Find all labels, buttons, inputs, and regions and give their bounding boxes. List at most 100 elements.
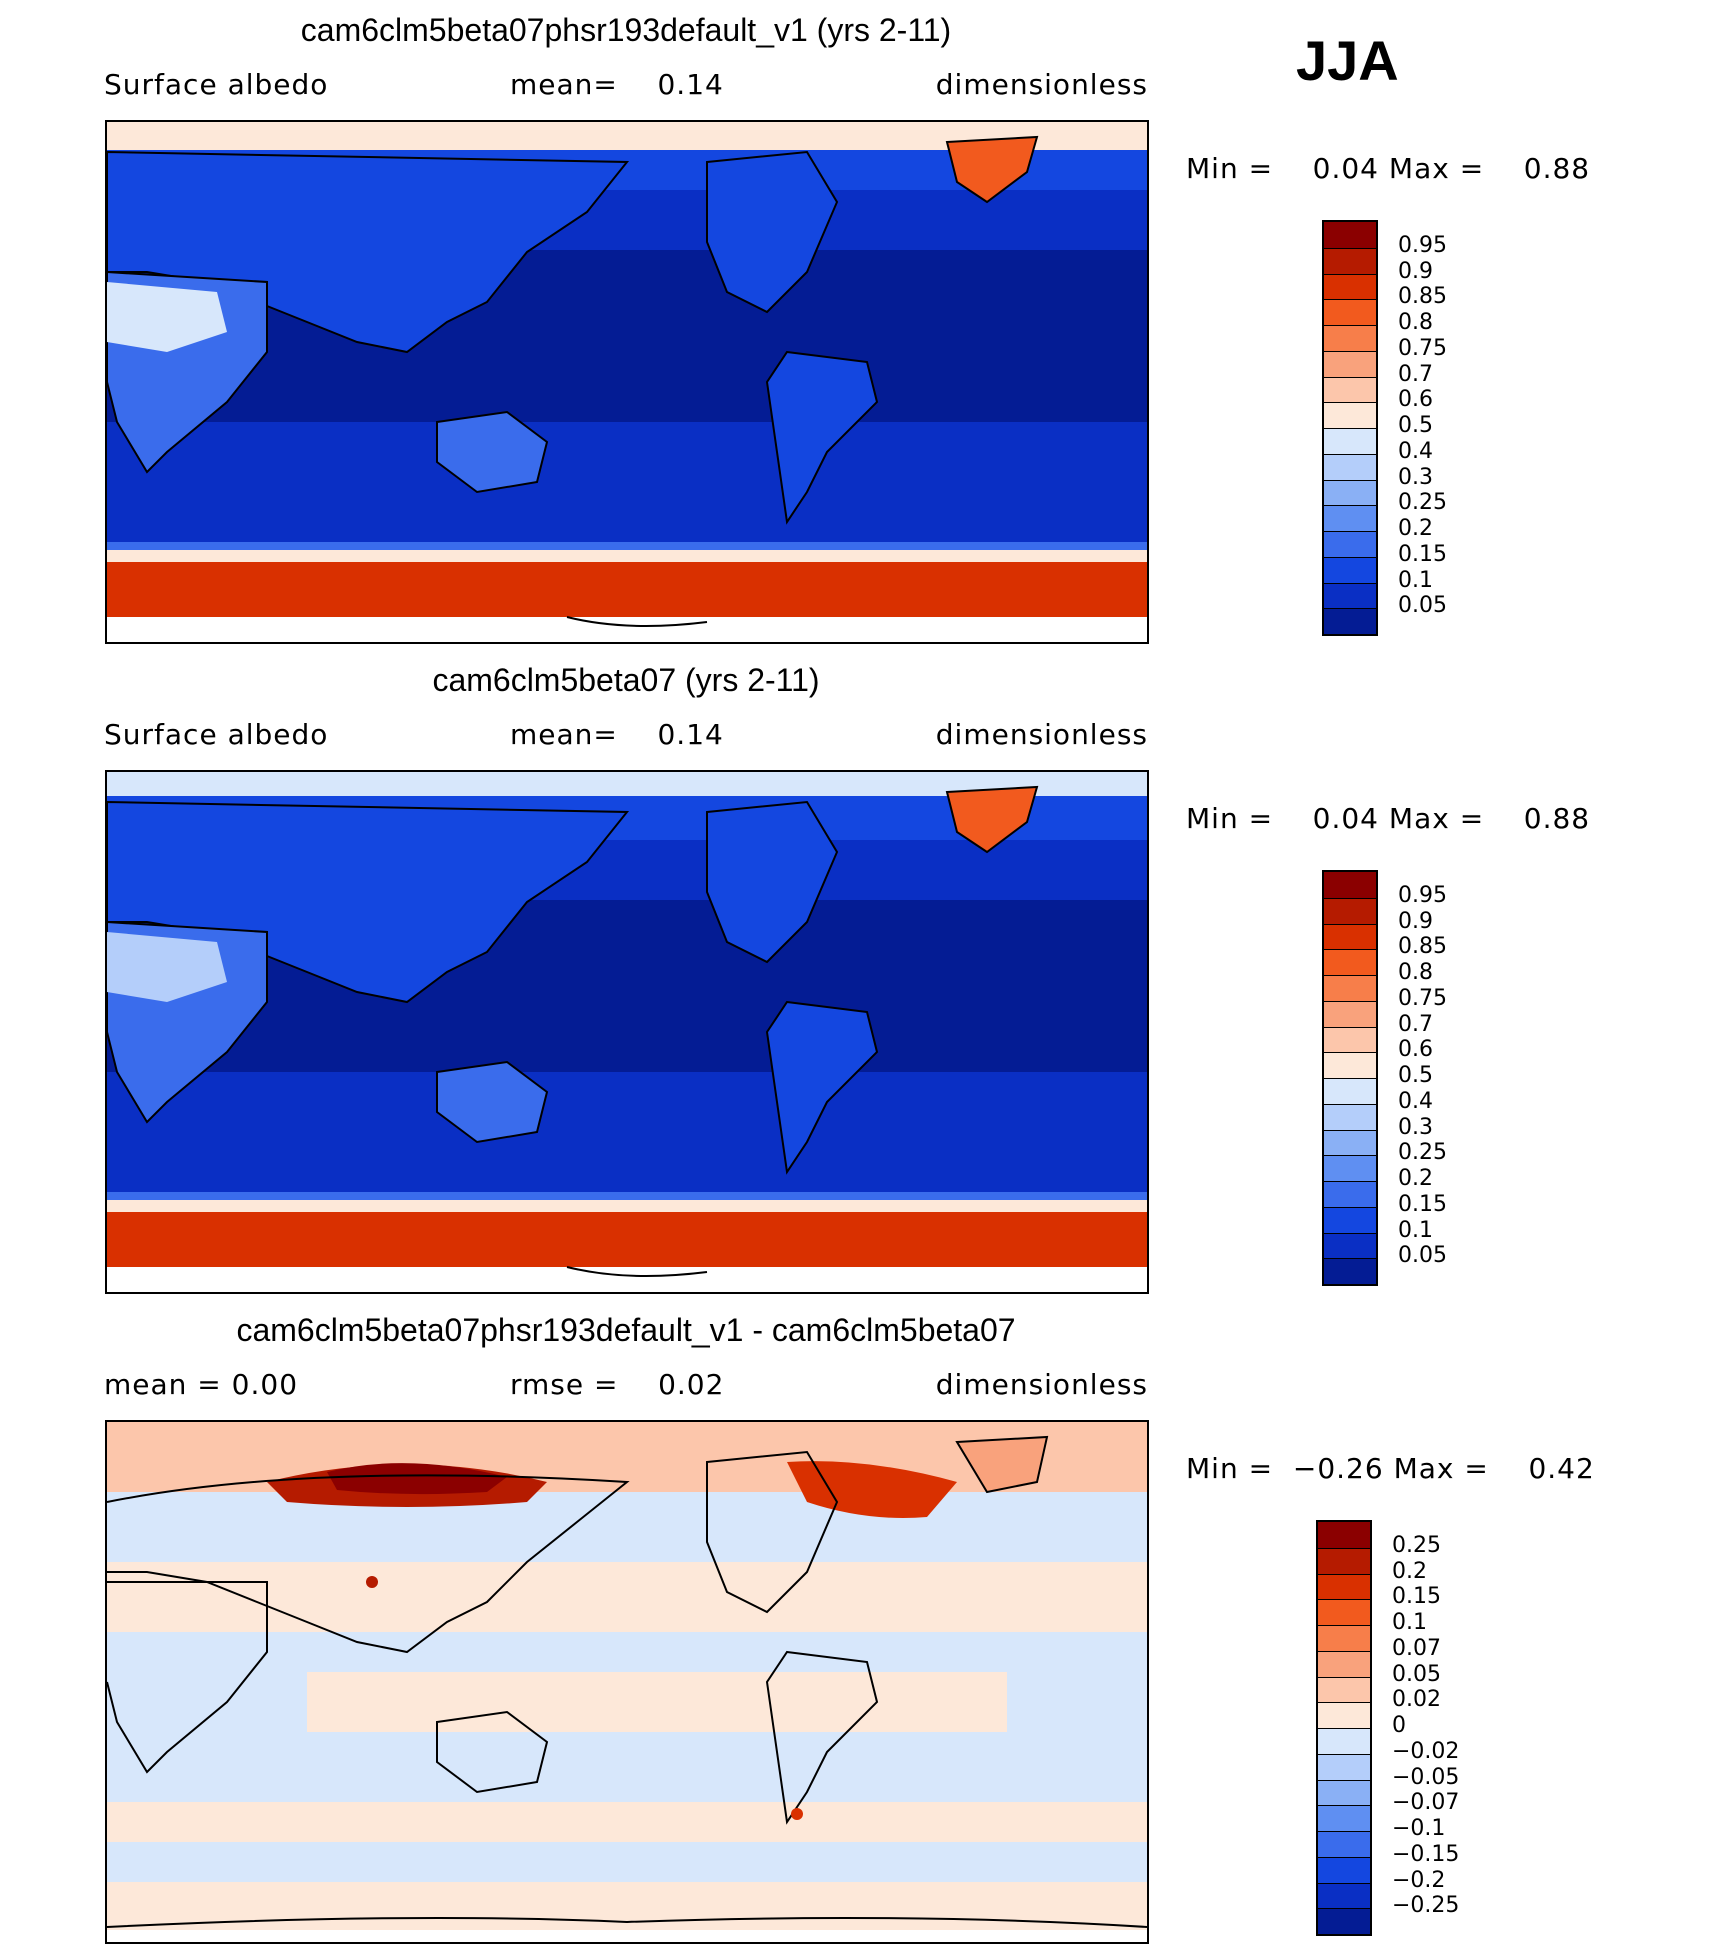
panel-3-map — [105, 1420, 1149, 1944]
colorbar-swatch — [1318, 1676, 1370, 1703]
colorbar-swatch — [1324, 299, 1376, 325]
colorbar-tick-label: 0.6 — [1398, 1037, 1433, 1063]
colorbar-swatch — [1324, 222, 1376, 248]
panel-1-title: cam6clm5beta07phsr193default_v1 (yrs 2-1… — [300, 12, 952, 48]
panel-2-max-value: 0.88 — [1523, 802, 1591, 835]
panel-3-units: dimensionless — [935, 1368, 1148, 1401]
colorbar-swatch — [1324, 402, 1376, 428]
panel-3-title: cam6clm5beta07phsr193default_v1 - cam6cl… — [236, 1312, 1016, 1348]
panel-1-min-value: 0.04 — [1312, 152, 1379, 185]
panel-2-mean-value: 0.14 — [657, 718, 724, 751]
colorbar-swatch — [1318, 1779, 1370, 1806]
colorbar-swatch — [1324, 1000, 1376, 1027]
panel-1-max-label: Max = — [1388, 152, 1485, 185]
colorbar-swatch — [1324, 428, 1376, 454]
panel-2-title: cam6clm5beta07 (yrs 2-11) — [432, 662, 820, 698]
panel-3-map-svg — [107, 1422, 1147, 1942]
colorbar-tick-label: −0.07 — [1392, 1790, 1460, 1816]
colorbar-swatch — [1324, 350, 1376, 377]
colorbar-tick-label: 0.25 — [1398, 490, 1447, 516]
colorbar-tick-label: 0.2 — [1398, 516, 1433, 541]
colorbar-swatch — [1318, 1522, 1370, 1548]
colorbar-swatch — [1318, 1753, 1370, 1780]
colorbar-swatch — [1324, 582, 1376, 609]
colorbar-tick-label: 0.4 — [1398, 438, 1433, 464]
colorbar-tick-label: 0.25 — [1392, 1532, 1441, 1558]
panel-3-minmax: Min = −0.26 Max = 0.42 — [1186, 1452, 1595, 1485]
colorbar-swatch — [1324, 1232, 1376, 1259]
colorbar-tick-label: 0.05 — [1398, 1243, 1447, 1269]
colorbar-swatches — [1322, 870, 1378, 1286]
colorbar-tick-label: 0.15 — [1398, 541, 1447, 567]
colorbar-tick-label: 0.1 — [1398, 1217, 1433, 1243]
panel-3-min-label: Min = — [1186, 1452, 1274, 1485]
colorbar-swatch — [1318, 1547, 1370, 1574]
panel-1-variable-label: Surface albedo — [104, 68, 329, 101]
colorbar-swatches — [1322, 220, 1378, 636]
colorbar-tick-label: 0.07 — [1392, 1635, 1441, 1661]
colorbar-swatch — [1324, 556, 1376, 583]
colorbar-tick-label: 0.02 — [1392, 1687, 1441, 1713]
colorbar-swatch — [1324, 1103, 1376, 1130]
colorbar-swatch — [1324, 1129, 1376, 1156]
colorbar-swatch — [1318, 1702, 1370, 1728]
panel-1-minmax: Min = 0.04 Max = 0.88 — [1186, 152, 1590, 185]
colorbar-tick-label: 0.7 — [1398, 1011, 1433, 1037]
colorbar-swatch — [1318, 1625, 1370, 1651]
panel-1-mean-value: 0.14 — [657, 68, 724, 101]
colorbar-swatch — [1318, 1599, 1370, 1625]
colorbar-tick-label: 0.3 — [1398, 1114, 1433, 1140]
colorbar-swatch — [1324, 1181, 1376, 1207]
colorbar-tick-label: 0.3 — [1398, 464, 1433, 490]
colorbar-swatch — [1324, 608, 1376, 634]
colorbar-tick-label: 0.8 — [1398, 310, 1433, 335]
colorbar-tick-label: 0.1 — [1398, 567, 1433, 593]
colorbar-swatch — [1324, 453, 1376, 480]
panel-3-min-value: −0.26 — [1292, 1452, 1384, 1485]
colorbar-tick-label: 0.15 — [1398, 1191, 1447, 1217]
colorbar-tick-label: 0 — [1392, 1713, 1406, 1738]
colorbar-tick-label: 0.85 — [1398, 284, 1447, 310]
colorbar-tick-label: 0.8 — [1398, 960, 1433, 985]
colorbar-tick-label: 0.2 — [1398, 1166, 1433, 1191]
colorbar-swatch — [1318, 1573, 1370, 1600]
colorbar-tick-label: 0.1 — [1392, 1610, 1427, 1635]
colorbar-tick-label: 0.2 — [1392, 1558, 1427, 1584]
colorbar-swatch — [1324, 1258, 1376, 1284]
colorbar-swatch — [1318, 1650, 1370, 1677]
colorbar-swatch — [1324, 923, 1376, 950]
panel-2-map — [105, 770, 1149, 1294]
panel-1-min-label: Min = — [1186, 152, 1274, 185]
colorbar-swatch — [1324, 1155, 1376, 1181]
panel-2-mean: mean= 0.14 — [510, 718, 724, 751]
panel-2-min-label: Min = — [1186, 802, 1274, 835]
panel-1-mean-label: mean= — [510, 68, 618, 101]
colorbar-tick-label: 0.9 — [1398, 258, 1433, 284]
panel-2-units: dimensionless — [935, 718, 1148, 751]
colorbar-swatch — [1324, 376, 1376, 403]
colorbar-swatch — [1318, 1728, 1370, 1754]
panel-3-max-value: 0.42 — [1528, 1452, 1595, 1485]
colorbar-tick-label: 0.9 — [1398, 908, 1433, 934]
colorbar-tick-label: 0.75 — [1398, 985, 1447, 1011]
season-label: JJA — [1296, 29, 1399, 92]
colorbar-tick-label: 0.05 — [1398, 593, 1447, 619]
colorbar-swatch — [1318, 1805, 1370, 1831]
panel-1-map-svg — [107, 122, 1147, 642]
panel-1-mean: mean= 0.14 — [510, 68, 724, 101]
colorbar-tick-label: 0.5 — [1398, 1063, 1433, 1088]
panel-2-colorbar: 0.95 0.9 0.85 0.8 0.75 0.7 0.6 0.5 0.4 0.3 0.25 0.2… — [1322, 870, 1447, 1286]
colorbar-tick-label: 0.85 — [1398, 934, 1447, 960]
panel-2-min-value: 0.04 — [1312, 802, 1379, 835]
colorbar-swatch — [1318, 1831, 1370, 1857]
colorbar-swatch — [1318, 1882, 1370, 1909]
colorbar-tick-label: 0.15 — [1392, 1584, 1441, 1610]
colorbar-swatch — [1324, 872, 1376, 898]
colorbar-swatch — [1324, 1078, 1376, 1104]
colorbar-tick-label: 0.4 — [1398, 1088, 1433, 1114]
panel-3-max-label: Max = — [1393, 1452, 1489, 1485]
colorbar-swatch — [1324, 1052, 1376, 1078]
colorbar-tick-label: 0.25 — [1398, 1140, 1447, 1166]
colorbar-tick-label: 0.95 — [1398, 882, 1447, 908]
panel-1-colorbar: 0.95 0.9 0.85 0.8 0.75 0.7 0.6 0.5 0.4 0.3 0.25 0.2… — [1322, 220, 1447, 636]
